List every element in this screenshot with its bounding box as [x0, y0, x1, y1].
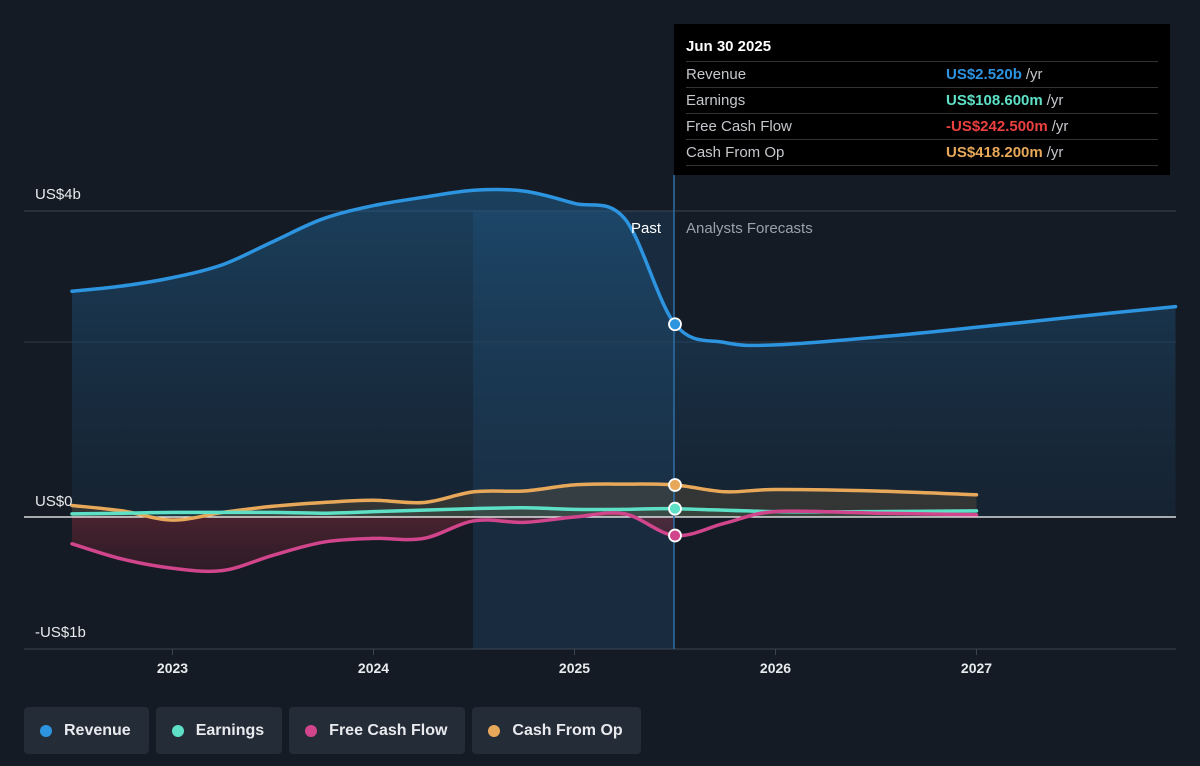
tooltip-value: US$108.600m	[946, 92, 1043, 109]
earnings-marker[interactable]	[668, 501, 682, 516]
tooltip-date: Jun 30 2025	[686, 38, 772, 55]
tooltip-row-cash-from-op: Cash From Op US$418.200m /yr	[686, 139, 1158, 166]
tooltip-label: Earnings	[686, 92, 746, 109]
tooltip-row-free-cash-flow: Free Cash Flow -US$242.500m /yr	[686, 113, 1158, 139]
free-cash-flow-marker[interactable]	[668, 528, 682, 543]
free-cash-flow-legend-dot-icon	[305, 724, 318, 737]
tooltip-unit: /yr	[1051, 118, 1069, 135]
y-tick-label-zero: US$0	[35, 493, 73, 510]
legend-label: Revenue	[64, 721, 131, 739]
revenue-area	[72, 189, 1176, 518]
tooltip-panel: Jun 30 2025 Revenue US$2.520b /yr Earnin…	[674, 24, 1170, 175]
tooltip-label: Revenue	[686, 66, 747, 83]
tooltip-row-earnings: Earnings US$108.600m /yr	[686, 87, 1158, 113]
tooltip-unit: /yr	[1046, 144, 1064, 161]
revenue-line	[70, 187, 1178, 348]
legend-item-cash-from-op[interactable]: Cash From Op	[472, 707, 641, 754]
tooltip-value: US$2.520b	[946, 66, 1022, 83]
x-tick-label-2023: 2023	[157, 660, 188, 676]
x-tick-label-2024: 2024	[358, 660, 389, 676]
past-label: Past	[631, 220, 662, 237]
tooltip-unit: /yr	[1046, 92, 1064, 109]
legend-label: Free Cash Flow	[329, 721, 448, 739]
earnings-legend-dot-icon	[171, 724, 184, 737]
free-cash-flow-line	[70, 509, 979, 574]
tooltip-label: Cash From Op	[686, 144, 785, 161]
revenue-legend-dot-icon	[40, 724, 52, 737]
legend-item-earnings[interactable]: Earnings	[155, 707, 283, 754]
free-cash-flow-area	[72, 512, 674, 572]
y-tick-label-top: US$4b	[35, 186, 81, 203]
legend-label: Earnings	[195, 721, 265, 739]
tooltip-value: US$418.200m	[946, 144, 1043, 161]
cash-from-op-marker[interactable]	[668, 478, 682, 492]
tooltip-unit: /yr	[1025, 66, 1043, 83]
x-tick-label-2026: 2026	[760, 660, 791, 676]
tooltip-row-revenue: Revenue US$2.520b /yr	[686, 61, 1158, 87]
revenue-marker[interactable]	[668, 317, 682, 332]
legend-item-revenue[interactable]: Revenue	[24, 707, 149, 754]
y-tick-label-bottom: -US$1b	[35, 624, 86, 641]
cash-from-op-legend-dot-icon	[488, 724, 501, 737]
chart: US$4b US$0 -US$1b Past Analysts Forecast…	[24, 175, 1178, 676]
tooltip-label: Free Cash Flow	[686, 118, 792, 135]
legend: Revenue Earnings Free Cash Flow Cash Fro…	[24, 707, 641, 754]
legend-label: Cash From Op	[512, 721, 623, 739]
x-tick-label-2025: 2025	[559, 660, 590, 676]
x-tick-label-2027: 2027	[961, 660, 992, 676]
legend-item-free-cash-flow[interactable]: Free Cash Flow	[289, 707, 466, 754]
tooltip-value: -US$242.500m	[946, 118, 1048, 135]
forecast-label: Analysts Forecasts	[686, 220, 813, 237]
